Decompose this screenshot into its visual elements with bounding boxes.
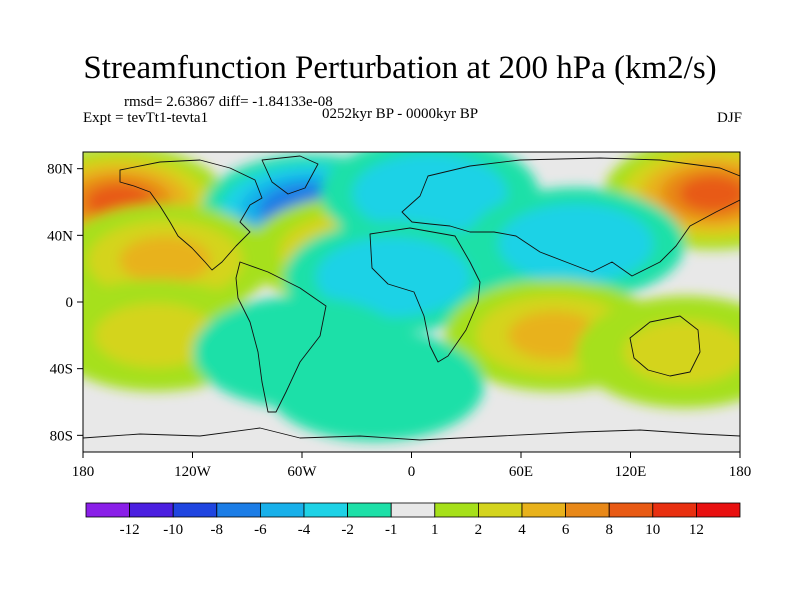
x-axis: 180 120W 60W 0 60E 120E 180 — [72, 452, 752, 480]
colorbar-swatch — [696, 502, 741, 518]
field-tropical-atlantic-low-level-2 — [347, 253, 439, 301]
coast-north-america — [119, 159, 263, 271]
coast-greenland — [261, 155, 319, 195]
colorbar-label: -10 — [163, 522, 183, 538]
x-tick-label: 180 — [729, 464, 752, 480]
colorbar-label: 10 — [645, 522, 660, 538]
x-tick-label: 120E — [615, 464, 647, 480]
colorbar-label: 8 — [605, 522, 613, 538]
coast-south-america — [235, 261, 327, 413]
y-tick-label: 40S — [50, 362, 73, 378]
colorbar-swatch — [216, 502, 261, 518]
y-tick-label: 40N — [47, 228, 73, 244]
colorbar-swatch — [259, 502, 305, 518]
colorbar-swatch — [85, 502, 130, 518]
x-tick-label: 180 — [72, 464, 95, 480]
colorbar-label: 12 — [689, 522, 704, 538]
field-pacific-subtropical-high-level-2 — [119, 236, 211, 285]
field-asia-low-level-2 — [530, 219, 622, 268]
coast-africa — [369, 227, 481, 363]
field-australia-high-level-1 — [623, 320, 740, 384]
colorbar: -12 -10 -8 -6 -4 -2 -1 1 2 4 6 8 10 12 — [85, 502, 741, 538]
field-south-pacific-high-level-1 — [94, 303, 218, 368]
coast-eurasia — [401, 157, 740, 277]
colorbar-swatch — [390, 502, 436, 518]
colorbar-label: -2 — [341, 522, 354, 538]
experiment-label: Expt = tevTt1-tevta1 — [83, 110, 209, 126]
field-south-america-low-level-1 — [240, 320, 364, 384]
x-tick-label: 0 — [408, 464, 416, 480]
season-label: DJF — [716, 110, 742, 126]
colorbar-label: -12 — [120, 522, 140, 538]
colorbar-label: 6 — [562, 522, 570, 538]
y-tick-label: 0 — [66, 295, 74, 311]
y-tick-label: 80S — [50, 428, 73, 444]
colorbar-label: -8 — [211, 522, 224, 538]
coast-antarctica — [83, 427, 740, 441]
field-europe-low-level-2 — [384, 169, 476, 218]
colorbar-label: 1 — [431, 522, 439, 538]
colorbar-label: -1 — [385, 522, 398, 538]
chart-title: Streamfunction Perturbation at 200 hPa (… — [83, 50, 717, 86]
colorbar-label: -6 — [254, 522, 267, 538]
map-panel — [83, 152, 740, 452]
rmsd-diff-label: rmsd= 2.63867 diff= -1.84133e-08 — [124, 94, 333, 110]
colorbar-swatch — [303, 502, 348, 518]
x-tick-label: 60W — [287, 464, 317, 480]
colorbar-label: 2 — [475, 522, 483, 538]
colorbar-label: -4 — [298, 522, 311, 538]
coastlines — [83, 155, 740, 441]
colorbar-swatch — [521, 502, 566, 518]
y-axis: 80N 40N 0 40S 80S — [47, 162, 83, 444]
colorbar-swatch — [477, 502, 523, 518]
colorbar-label: 4 — [518, 522, 526, 538]
period-label: 0252kyr BP - 0000kyr BP — [321, 106, 479, 122]
colorbar-swatch — [652, 502, 697, 518]
y-tick-label: 80N — [47, 162, 73, 178]
field-siberia-high-level-4 — [679, 176, 740, 212]
x-tick-label: 60E — [509, 464, 533, 480]
coast-australia — [629, 315, 701, 377]
colorbar-swatch — [172, 502, 218, 518]
colorbar-swatch — [347, 502, 392, 518]
colorbar-swatch — [129, 502, 174, 518]
colorbar-swatch — [434, 502, 479, 518]
colorbar-swatch — [608, 502, 654, 518]
colorbar-swatch — [565, 502, 610, 518]
x-tick-label: 120W — [174, 464, 212, 480]
